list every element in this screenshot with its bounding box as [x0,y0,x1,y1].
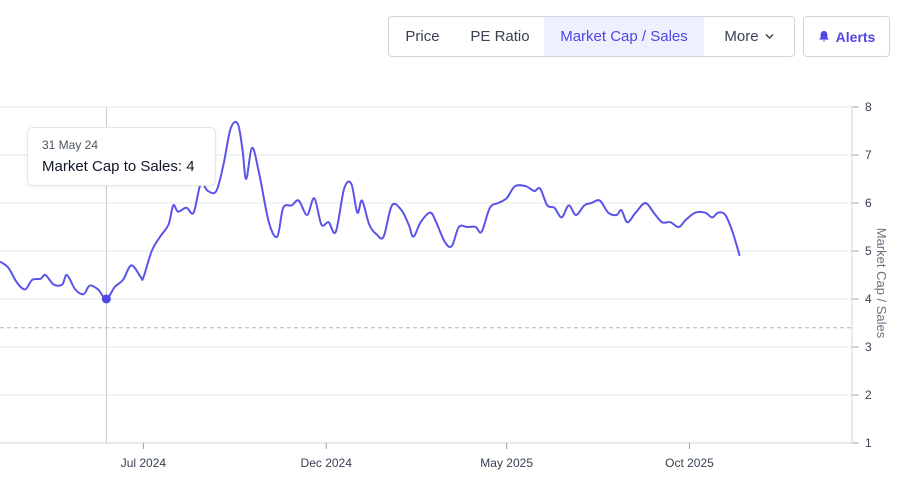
series-line [0,120,741,300]
y-tick-label: 6 [865,196,872,210]
y-tick-label: 5 [865,244,872,258]
tab-market-cap-sales[interactable]: Market Cap / Sales [544,17,704,56]
x-tick-label: Dec 2024 [301,456,353,470]
tooltip: 31 May 24 Market Cap to Sales: 4 [27,127,216,186]
y-tick-label: 1 [865,436,872,450]
tab-more[interactable]: More [704,17,794,56]
tooltip-date: 31 May 24 [42,138,99,152]
y-axis-title: Market Cap / Sales [874,228,889,339]
chart-type-tabs: Price PE Ratio Market Cap / Sales More [388,16,795,57]
y-tick-label: 8 [865,100,872,114]
y-tick-label: 4 [865,292,872,306]
y-tick-label: 3 [865,340,872,354]
tab-price[interactable]: Price [405,28,440,45]
x-tick-label: Jul 2024 [121,456,167,470]
y-tick-label: 7 [865,148,872,162]
x-axis: Jul 2024 Dec 2024 May 2025 Oct 2025 [0,442,852,470]
tooltip-value: Market Cap to Sales: 4 [42,158,195,175]
chevron-down-icon [765,34,773,39]
y-tick-label: 2 [865,388,872,402]
alerts-label: Alerts [835,28,876,45]
bell-icon [818,31,829,42]
y-axis: 1 2 3 4 5 6 7 8 [851,100,872,450]
highlight-point [101,294,111,304]
alerts-button[interactable]: Alerts [803,16,890,57]
tab-more-label: More [724,28,759,45]
tab-pe-ratio[interactable]: PE Ratio [470,28,530,45]
x-tick-label: May 2025 [480,456,533,470]
x-tick-label: Oct 2025 [665,456,714,470]
